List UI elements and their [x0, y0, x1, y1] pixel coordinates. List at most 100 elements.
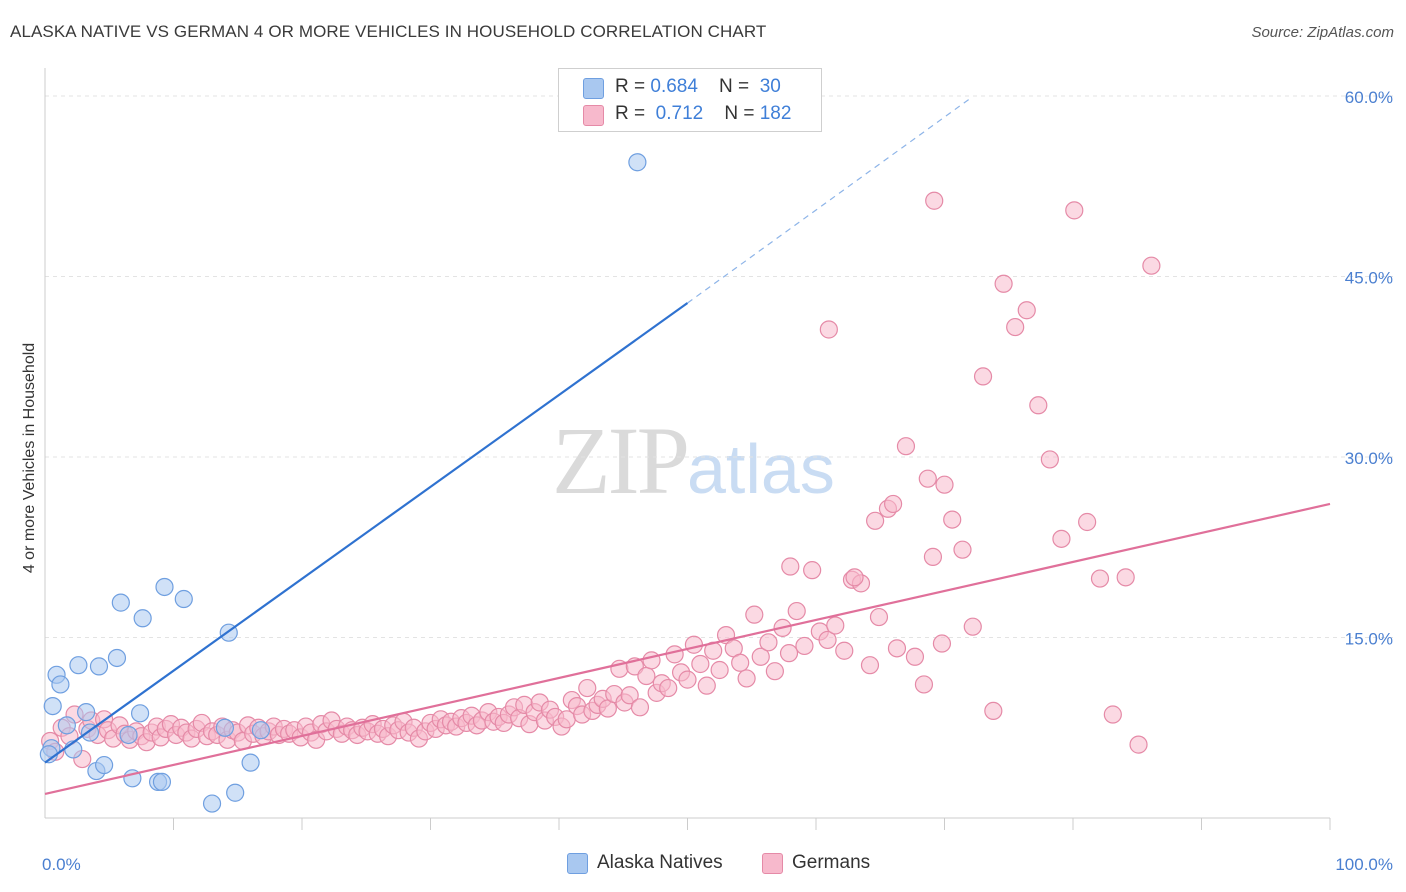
german-point-146 — [869, 607, 889, 627]
german-point-150 — [905, 647, 925, 666]
german-point-120 — [678, 670, 697, 689]
german-point-145 — [860, 656, 880, 675]
alaska-native-point-11 — [95, 755, 114, 775]
watermark-atlas: atlas — [687, 430, 835, 508]
alaska-native-point-4 — [57, 716, 76, 735]
german-point-132 — [759, 633, 778, 652]
german-point-131 — [751, 647, 770, 666]
source-label: Source: ZipAtlas.com — [1251, 24, 1394, 41]
german-point-137 — [795, 636, 814, 656]
alaska-native-point-20 — [155, 577, 174, 597]
legend-swatch-alaska-natives — [583, 78, 604, 99]
alaska-native-point-22 — [202, 794, 222, 813]
german-point-135 — [779, 644, 799, 663]
german-point-173 — [883, 494, 903, 514]
german-point-138 — [803, 561, 822, 580]
bottom-legend-swatch-germans — [762, 853, 783, 874]
y-tick-label-2: 45.0% — [1345, 269, 1393, 288]
alaska-native-point-21 — [174, 589, 193, 609]
chart-title: ALASKA NATIVE VS GERMAN 4 OR MORE VEHICL… — [10, 22, 767, 41]
german-point-142 — [835, 641, 854, 660]
german-point-178 — [781, 557, 800, 576]
alaska-native-point-7 — [77, 703, 96, 722]
german-point-123 — [697, 676, 716, 695]
alaska-native-trend-extension — [687, 97, 971, 304]
watermark: ZIPatlas — [552, 405, 835, 516]
german-point-164 — [1052, 529, 1071, 548]
bottom-legend-label-alaska-natives: Alaska Natives — [597, 852, 723, 873]
german-trend-line — [44, 502, 1331, 796]
alaska-native-point-26 — [241, 753, 260, 772]
german-point-125 — [710, 660, 729, 680]
legend-box: R = 0.684 N = 30 R = 0.712 N = 182 — [558, 68, 822, 132]
alaska-native-point-14 — [119, 725, 138, 745]
german-point-102 — [578, 678, 597, 698]
german-point-159 — [994, 274, 1013, 293]
german-point-141 — [826, 616, 845, 635]
legend-r-label: R = — [615, 76, 651, 97]
german-point-130 — [745, 605, 764, 624]
alaska-native-point-27 — [251, 721, 270, 740]
alaska-native-trend-line — [44, 302, 689, 764]
german-point-176 — [819, 320, 838, 339]
alaska-native-point-12 — [107, 648, 127, 668]
german-point-155 — [953, 540, 972, 559]
legend-stats-germans: R = 0.712 N = 182 — [615, 103, 791, 125]
german-point-162 — [1029, 396, 1048, 415]
bottom-legend-label-germans: Germans — [792, 852, 871, 873]
y-tick-label-3: 60.0% — [1345, 88, 1393, 107]
alaska-native-point-28 — [628, 153, 647, 172]
alaska-native-point-10 — [89, 657, 109, 676]
german-point-114 — [642, 651, 661, 670]
german-point-169 — [1116, 568, 1135, 587]
german-point-165 — [1065, 201, 1084, 220]
german-point-156 — [963, 617, 982, 636]
german-point-151 — [914, 675, 934, 694]
german-point-121 — [684, 635, 704, 654]
german-point-160 — [1006, 317, 1025, 337]
x-tick-label-1: 100.0% — [1335, 855, 1393, 874]
german-point-152 — [923, 547, 943, 566]
german-point-170 — [1129, 735, 1148, 754]
german-point-113 — [637, 666, 656, 686]
german-point-174 — [918, 469, 937, 488]
german-point-157 — [973, 367, 993, 386]
alaska-native-point-23 — [215, 718, 234, 737]
german-point-110 — [620, 686, 639, 705]
alaska-native-point-1 — [43, 696, 62, 716]
legend-swatch-germans — [583, 105, 604, 126]
german-point-177 — [935, 475, 954, 494]
german-point-166 — [1078, 512, 1097, 532]
german-point-167 — [1090, 569, 1110, 588]
german-point-168 — [1103, 705, 1122, 724]
german-point-118 — [665, 645, 684, 664]
legend-n-value: 182 — [759, 103, 792, 124]
y-tick-label-1: 30.0% — [1345, 449, 1393, 468]
german-point-136 — [787, 601, 806, 621]
legend-n-label: N = — [719, 76, 755, 97]
x-tick-label-0: 0.0% — [42, 855, 81, 874]
german-point-153 — [932, 634, 952, 653]
german-point-140 — [818, 630, 837, 650]
german-point-172 — [925, 191, 944, 210]
german-point-161 — [1017, 301, 1036, 320]
german-point-163 — [1040, 450, 1059, 469]
german-point-158 — [984, 701, 1003, 721]
y-axis-label: 4 or more Vehicles in Household — [21, 343, 38, 573]
legend-stats-alaska-natives: R = 0.684 N = 30 — [615, 76, 781, 98]
german-point-148 — [887, 639, 907, 658]
y-tick-label-0: 15.0% — [1345, 630, 1393, 649]
german-point-128 — [731, 653, 750, 672]
german-point-117 — [659, 678, 678, 698]
alaska-native-point-6 — [69, 656, 88, 675]
legend-n-value: 30 — [759, 76, 781, 97]
alaska-native-point-3 — [51, 675, 70, 694]
german-point-149 — [896, 437, 916, 456]
german-point-122 — [691, 654, 710, 674]
legend-r-label: R = — [615, 103, 651, 124]
alaska-native-point-16 — [130, 704, 150, 723]
alaska-native-point-25 — [226, 783, 245, 802]
alaska-native-point-13 — [111, 593, 130, 612]
legend-r-value: 0.712 — [655, 103, 704, 124]
